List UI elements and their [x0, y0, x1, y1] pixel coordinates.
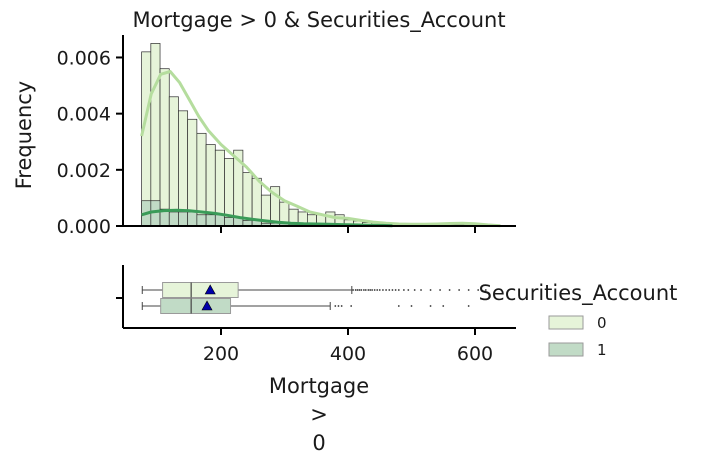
hist-bar-series-0	[178, 110, 189, 227]
outlier-point	[420, 289, 422, 291]
outlier-point	[467, 305, 470, 307]
outlier-point	[350, 305, 353, 307]
outlier-point	[410, 305, 413, 307]
outlier-point	[352, 289, 354, 291]
x-tick-label: 400	[330, 343, 366, 365]
histogram-y-axis: 0.000 0.002 0.004 0.006	[57, 35, 124, 238]
hist-bar-series-1	[205, 214, 216, 227]
mean-marker	[204, 284, 216, 295]
histogram-bars	[141, 43, 502, 227]
hist-bar-series-1	[187, 211, 198, 227]
hist-bar-series-1	[196, 214, 207, 227]
boxplot-panel: 200 400 600	[116, 265, 516, 365]
outlier-point	[385, 289, 387, 291]
y-tick-label: 0.006	[57, 47, 111, 69]
legend-swatch-0	[548, 315, 584, 330]
outlier-point	[360, 289, 363, 291]
x-axis-label-line: 0	[312, 431, 325, 455]
outlier-point	[334, 305, 337, 307]
kde-curves	[140, 70, 501, 228]
outlier-point	[439, 289, 441, 291]
x-axis-label-line: Mortgage	[269, 374, 369, 398]
x-axis-label-line: >	[310, 403, 328, 427]
x-axis-label: Mortgage >0	[269, 374, 369, 455]
y-tick-label: 0.000	[57, 216, 111, 238]
outlier-point	[362, 289, 365, 291]
histogram-x-axis	[123, 225, 516, 233]
hist-bar-series-1	[224, 217, 235, 227]
outlier-point	[402, 289, 405, 291]
outlier-point	[429, 289, 432, 291]
kde-line-series-0	[140, 70, 501, 228]
outlier-point	[413, 289, 416, 291]
outlier-point	[367, 289, 370, 291]
outlier-point	[429, 305, 432, 307]
outlier-point	[354, 289, 357, 291]
outlier-point	[442, 305, 445, 307]
mean-marker	[201, 300, 213, 311]
chart-title: Mortgage > 0 & Securities_Account	[132, 8, 505, 33]
boxplots	[141, 282, 487, 314]
outlier-point	[388, 289, 391, 291]
outlier-point	[376, 289, 379, 291]
hist-bar-series-0	[141, 51, 152, 227]
histogram-panel: 0.000 0.002 0.004 0.006	[57, 35, 516, 238]
box-iqr	[160, 298, 232, 314]
x-tick-label: 200	[203, 343, 239, 365]
outlier-point	[448, 289, 451, 291]
outlier-point	[371, 289, 374, 291]
legend-swatch-1	[548, 342, 584, 357]
hist-bar-series-1	[178, 211, 189, 227]
outlier-point	[397, 305, 400, 307]
outlier-point	[484, 289, 487, 291]
y-axis-label: Frequency	[12, 81, 36, 190]
outlier-point	[397, 289, 400, 291]
legend-title: Securities_Account	[479, 281, 678, 306]
outlier-point	[391, 289, 394, 291]
boxplot-series-0	[141, 282, 487, 298]
legend: Securities_Account 0 1	[479, 281, 678, 359]
outlier-point	[458, 289, 461, 291]
hist-bar-series-0	[150, 43, 161, 227]
outlier-point	[382, 289, 384, 291]
outlier-point	[356, 289, 359, 291]
y-tick-label: 0.004	[57, 104, 111, 126]
outlier-point	[337, 305, 340, 307]
y-tick-label: 0.002	[57, 160, 111, 182]
outlier-point	[477, 289, 480, 291]
hist-bar-series-1	[168, 211, 179, 227]
box-iqr	[162, 282, 239, 298]
kde-line-series-1	[141, 208, 393, 228]
outlier-point	[340, 305, 343, 307]
hist-bar-series-1	[214, 214, 225, 227]
outlier-point	[369, 289, 372, 291]
hist-bar-series-0	[159, 68, 170, 227]
outlier-point	[364, 289, 367, 291]
outlier-point	[394, 289, 397, 291]
outlier-point	[373, 289, 376, 291]
x-tick-label: 600	[457, 343, 493, 365]
outlier-point	[407, 289, 410, 291]
legend-label-1: 1	[597, 341, 607, 359]
hist-bar-series-0	[168, 96, 179, 227]
legend-label-0: 0	[597, 314, 607, 332]
outlier-point	[378, 289, 381, 291]
outlier-point	[467, 289, 470, 291]
boxplot-axes: 200 400 600	[116, 265, 516, 365]
outlier-point	[358, 289, 361, 291]
boxplot-series-1	[141, 298, 470, 314]
